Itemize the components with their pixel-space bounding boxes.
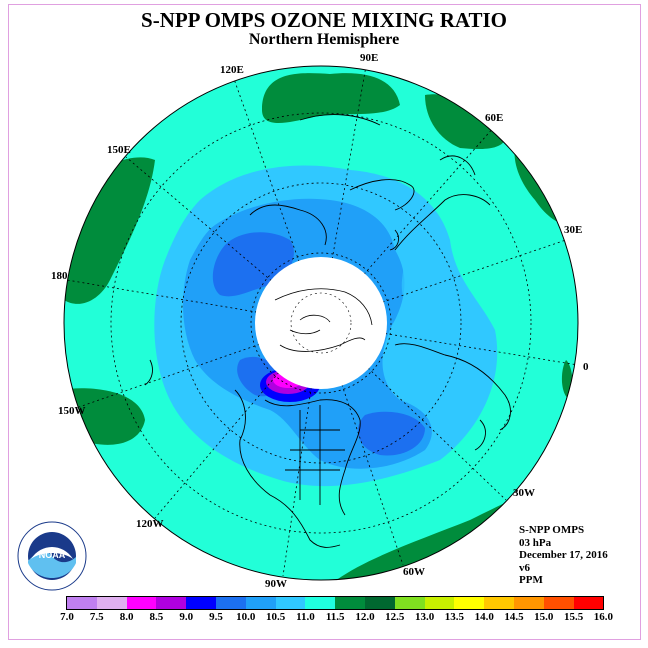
- colorbar-swatch: [67, 597, 97, 609]
- lon-label-30w: 30W: [513, 487, 535, 499]
- colorbar-swatch: [484, 597, 514, 609]
- globe-outline: [63, 65, 579, 581]
- colorbar-swatch: [305, 597, 336, 609]
- polar-night-mask: [255, 257, 387, 389]
- colorbar-tick-label: 11.5: [325, 611, 345, 623]
- colorbar-tick-label: 15.5: [563, 611, 584, 623]
- colorbar-swatch: [215, 597, 246, 609]
- colorbar-swatch: [454, 597, 485, 609]
- info-units: PPM: [519, 574, 543, 586]
- colorbar-swatch: [394, 597, 425, 609]
- colorbar-swatch: [156, 597, 187, 609]
- colorbar-tick-label: 12.0: [355, 611, 375, 623]
- lon-label-0: 0: [583, 361, 589, 373]
- ozone-europe-patch: [401, 251, 456, 330]
- lon-label-150w: 150W: [58, 405, 86, 417]
- colorbar-swatch: [513, 597, 544, 609]
- colorbar-tick-label: 7.0: [60, 611, 74, 623]
- colorbar-ticks: 7.0 7.5 8.0 8.5 9.0 9.5 10.0 10.5 11.0 11.5 12.0 12…: [52, 611, 613, 625]
- colorbar-tick-label: 10.0: [236, 611, 256, 623]
- lon-label-150e: 150E: [107, 144, 131, 156]
- lon-label-60w: 60W: [403, 566, 425, 578]
- colorbar-swatch: [364, 597, 395, 609]
- colorbar-tick-label: 9.0: [179, 611, 194, 623]
- map-title: S-NPP OMPS OZONE MIXING RATIO: [141, 8, 507, 32]
- colorbar-tick-label: 9.5: [209, 611, 223, 623]
- colorbar-tick-label: 14.0: [474, 611, 494, 623]
- colorbar-swatch: [186, 597, 216, 609]
- colorbar-tick-label: 15.0: [534, 611, 554, 623]
- colorbar-tick-label: 12.5: [385, 611, 405, 623]
- colorbar-swatch: [424, 597, 455, 609]
- lon-label-30e: 30E: [564, 224, 582, 236]
- info-version: v6: [519, 561, 530, 574]
- colorbar-tick-label: 10.5: [265, 611, 286, 623]
- colorbar-swatch: [335, 597, 365, 609]
- high-region-north: [262, 73, 400, 123]
- lon-label-120w: 120W: [136, 518, 164, 530]
- colorbar-tick-label: 8.0: [119, 611, 134, 623]
- noaa-logo: NOAA: [17, 521, 87, 591]
- info-block: S-NPP OMPS 03 hPa December 17, 2016 v6 P…: [519, 524, 608, 587]
- lon-label-90w: 90W: [265, 578, 287, 590]
- lon-label-180: 180: [51, 270, 68, 282]
- colorbar-tick-label: 13.0: [414, 611, 435, 623]
- colorbar-swatch: [275, 597, 306, 609]
- colorbar-tick-label: 11.0: [296, 611, 315, 623]
- colorbar-swatch: [573, 597, 604, 609]
- noaa-logo-text: NOAA: [39, 550, 66, 560]
- colorbar-tick-label: 7.5: [89, 611, 104, 623]
- figure-frame: [8, 4, 641, 640]
- colorbar-tick-label: 13.5: [444, 611, 465, 623]
- info-pressure: 03 hPa: [519, 536, 552, 549]
- info-satellite: S-NPP OMPS: [519, 524, 585, 536]
- colorbar: [66, 596, 605, 610]
- lon-label-120e: 120E: [220, 64, 244, 76]
- colorbar-tick-label: 16.0: [593, 611, 614, 623]
- colorbar-tick-label: 8.5: [149, 611, 164, 623]
- colorbar-swatch: [126, 597, 157, 609]
- high-region-northeast: [425, 94, 505, 150]
- info-date: December 17, 2016: [519, 549, 608, 561]
- colorbar-swatch: [96, 597, 127, 609]
- colorbar-swatch: [245, 597, 276, 609]
- ozone-level-9b: [357, 411, 425, 456]
- map-subtitle: Northern Hemisphere: [248, 31, 400, 48]
- lon-label-90e: 90E: [360, 52, 378, 64]
- colorbar-tick-label: 14.5: [504, 611, 524, 623]
- lon-label-60e: 60E: [485, 112, 503, 124]
- colorbar-swatch: [543, 597, 574, 609]
